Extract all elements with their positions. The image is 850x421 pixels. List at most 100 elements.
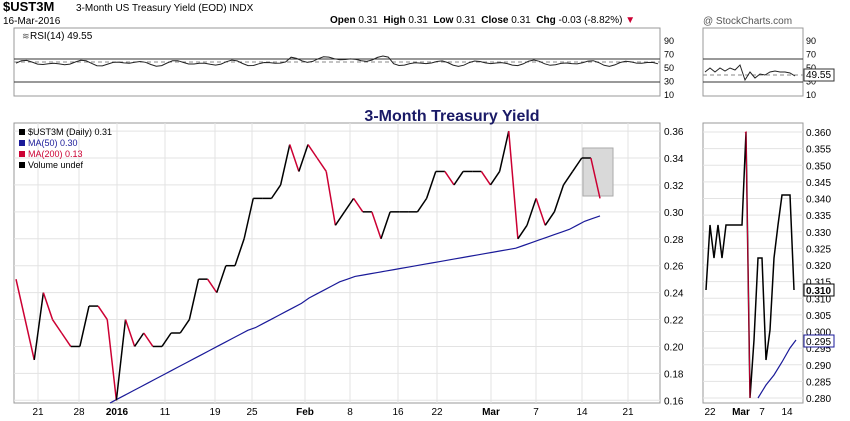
zoom-rsi-value: 49.55 <box>806 70 831 81</box>
y-tick-label: 0.32 <box>664 181 684 192</box>
rsi-tick-label: 70 <box>664 49 674 59</box>
price-segment <box>444 171 455 186</box>
price-segment <box>508 131 519 239</box>
price-segment <box>97 305 108 320</box>
rsi-line <box>15 55 659 67</box>
price-segment <box>243 198 254 239</box>
x-tick-label: 11 <box>160 407 171 418</box>
price-segment <box>179 319 190 334</box>
legend-swatch <box>19 140 25 146</box>
price-segment <box>343 197 355 213</box>
price-series <box>15 130 601 401</box>
x-tick-label: Feb <box>296 407 314 418</box>
price-segment <box>234 238 245 266</box>
price-segment <box>24 319 35 361</box>
close-label: Close <box>481 15 509 26</box>
price-segment <box>498 130 510 172</box>
price-segment <box>298 144 309 172</box>
zoom-y-tick-label: 0.350 <box>806 161 831 172</box>
x-tick-label: 21 <box>622 407 634 418</box>
zoom-price-down-segments <box>744 130 751 399</box>
price-segment <box>544 211 555 226</box>
legend-entry: MA(50) 0.30 <box>28 138 78 148</box>
zoom-y-tick-label: 0.280 <box>806 394 831 405</box>
y-tick-label: 0.20 <box>664 342 684 353</box>
zoom-rsi-tick-label: 10 <box>806 90 816 100</box>
high-label: High <box>383 15 406 26</box>
rsi-y-ticks: 90 70 50 30 10 <box>664 36 674 100</box>
y-tick-label: 0.28 <box>664 235 684 246</box>
zoom-ma-value: 0.295 <box>806 337 831 348</box>
watermark: @ StockCharts.com <box>703 16 793 27</box>
y-tick-label: 0.34 <box>664 154 684 165</box>
rsi-chart-icon: ≋ <box>22 31 30 41</box>
legend-swatch <box>19 162 25 168</box>
zoom-x-ticks: 22 Mar 7 14 <box>704 407 793 418</box>
ma50-line <box>109 215 601 404</box>
open-label: Open <box>330 15 356 26</box>
price-segment <box>216 265 227 293</box>
zoom-current-value-box <box>803 283 835 297</box>
x-tick-label: 19 <box>209 407 221 418</box>
open-value: 0.31 <box>358 15 378 26</box>
instrument-name-text: 3-Month US Treasury Yield (EOD) <box>76 3 227 14</box>
rsi-tick-label: 10 <box>664 90 674 100</box>
zoom-y-tick-label: 0.325 <box>806 244 831 255</box>
quote-line: Open 0.31 High 0.31 Low 0.31 Close 0.31 … <box>330 15 635 27</box>
zoom-x-tick-label: 14 <box>781 407 793 418</box>
zoom-y-tick-label: 0.360 <box>806 128 831 139</box>
price-segment <box>42 292 54 320</box>
price-segment <box>517 224 528 240</box>
rsi-tick-label: 90 <box>664 36 674 46</box>
symbol: $UST3M <box>3 0 55 14</box>
zoom-y-tick-label: 0.295 <box>806 344 831 355</box>
price-segment <box>489 171 501 186</box>
price-grid <box>14 123 660 403</box>
price-segment <box>61 332 72 347</box>
x-tick-label: 22 <box>431 407 443 418</box>
zoom-y-tick-label: 0.285 <box>806 377 831 388</box>
zoom-y-tick-label: 0.305 <box>806 311 831 322</box>
zoom-x-tick-label: 22 <box>704 407 716 418</box>
price-segment <box>33 292 45 361</box>
x-tick-label: 25 <box>246 407 258 418</box>
price-segment <box>79 305 90 347</box>
price-segment <box>134 332 145 347</box>
zoom-ma-value-box <box>803 334 835 348</box>
price-segment <box>562 171 574 186</box>
price-segment <box>453 171 464 186</box>
price-segment <box>425 171 437 199</box>
zoom-y-tick-label: 0.300 <box>806 328 831 339</box>
y-tick-label: 0.36 <box>664 127 684 138</box>
x-tick-label: Mar <box>482 407 500 418</box>
legend-entry: MA(200) 0.13 <box>28 149 83 159</box>
price-y-ticks: 0.36 0.34 0.32 0.30 0.28 0.26 0.24 0.22 0.20 0.18… <box>664 127 684 407</box>
price-segment <box>51 319 63 334</box>
y-tick-label: 0.16 <box>664 396 684 407</box>
price-segment <box>124 319 136 347</box>
price-segment <box>380 211 391 240</box>
zoom-x-tick-label: 7 <box>759 407 765 418</box>
y-tick-label: 0.18 <box>664 369 684 380</box>
price-segment <box>15 278 26 320</box>
zoom-rsi-line <box>704 64 796 82</box>
x-tick-label: 8 <box>347 407 353 418</box>
zoom-y-tick-label: 0.330 <box>806 228 831 239</box>
price-segment <box>279 144 291 186</box>
price-panel <box>13 122 661 404</box>
legend-entry: Volume undef <box>28 160 84 170</box>
close-value: 0.31 <box>511 15 531 26</box>
zoom-rsi-tick-label: 70 <box>806 49 816 59</box>
ma50-series <box>109 215 601 404</box>
zoom-current-value: 0.310 <box>806 286 831 297</box>
price-segment <box>572 157 583 172</box>
price-segment <box>207 278 218 294</box>
x-tick-label: 7 <box>533 407 539 418</box>
chart-title: 3-Month Treasury Yield <box>364 108 539 125</box>
price-segment <box>316 157 327 172</box>
zoom-rsi-tick-label: 90 <box>806 36 816 46</box>
y-tick-label: 0.26 <box>664 262 684 273</box>
price-segment <box>334 211 346 226</box>
price-x-ticks: 21 28 2016 11 19 25 Feb 8 16 22 Mar 7 14 21 <box>32 407 634 418</box>
